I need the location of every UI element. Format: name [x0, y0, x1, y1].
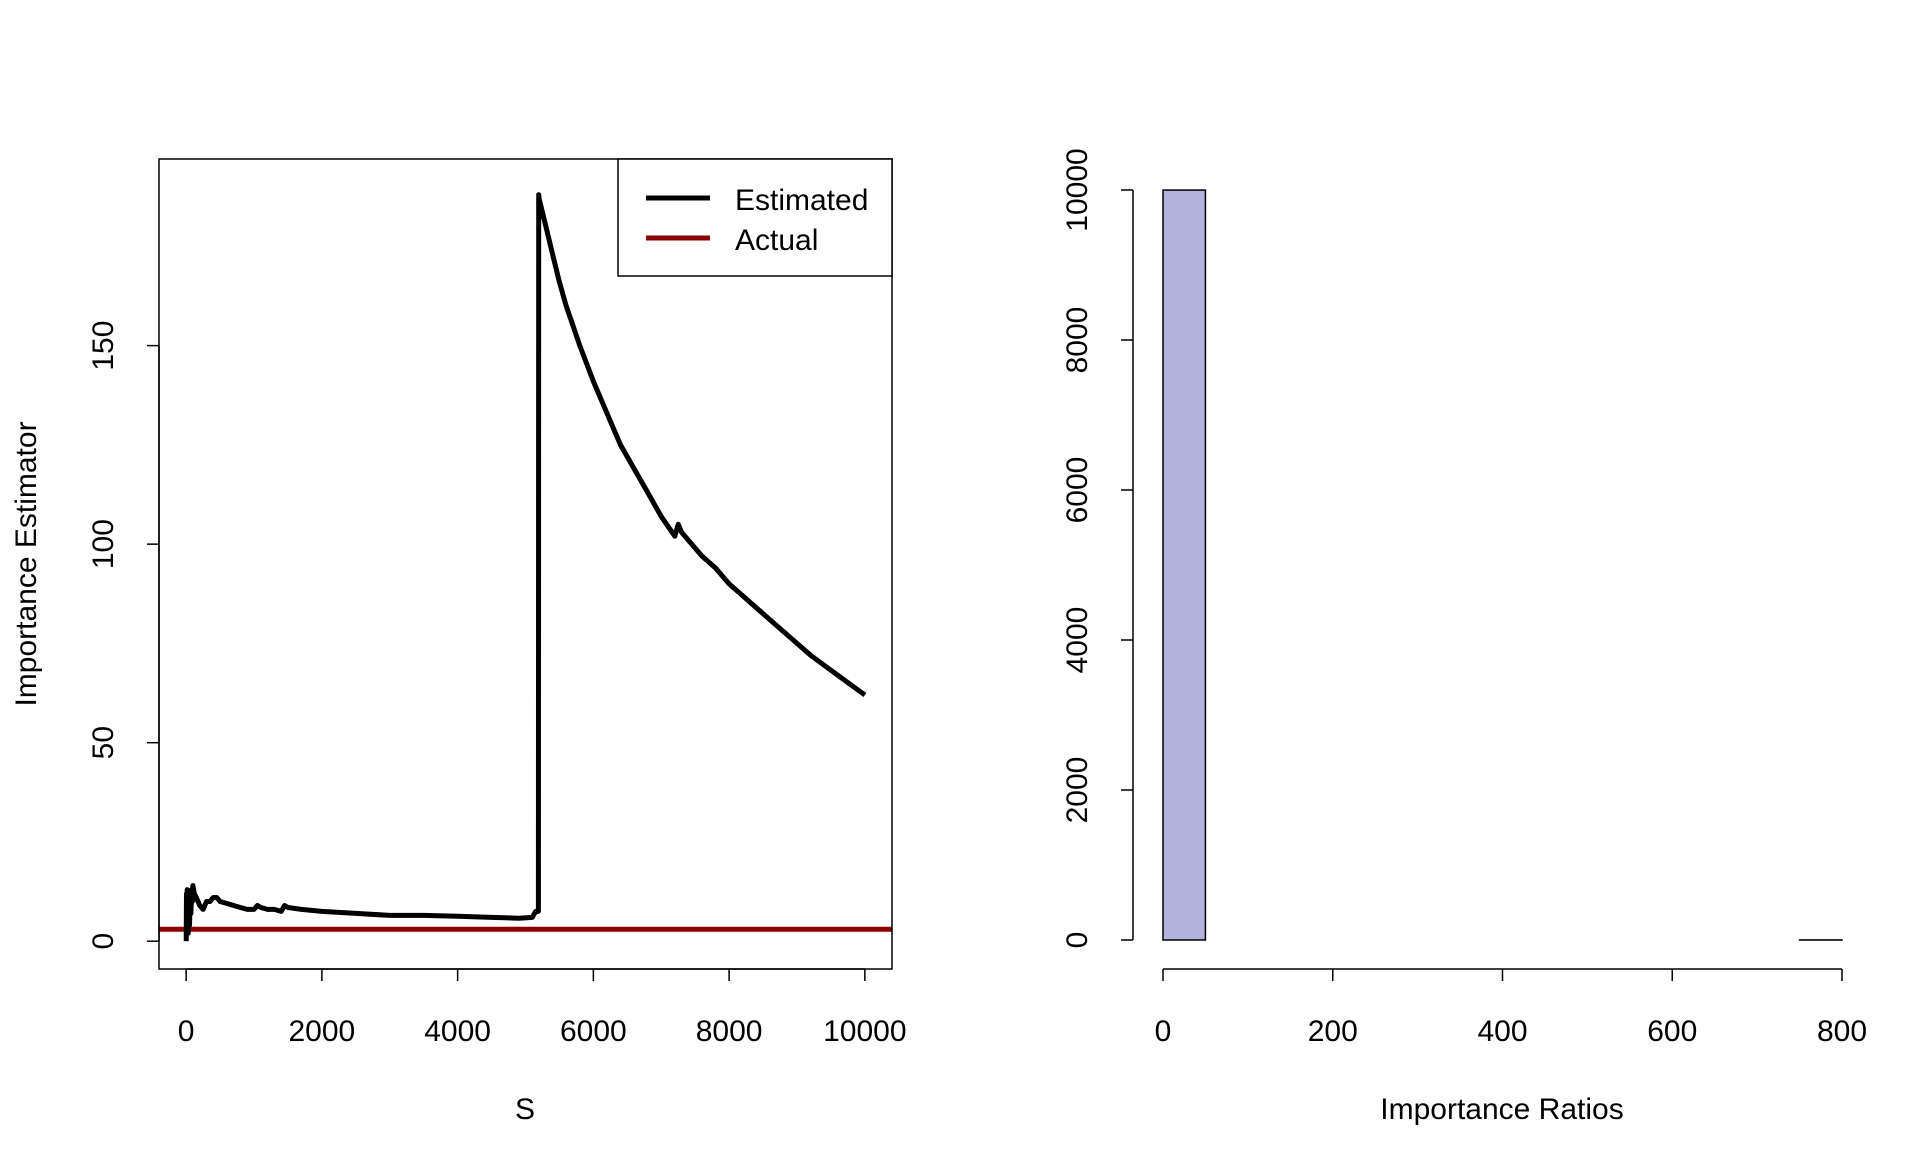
- legend-box: [617, 158, 893, 277]
- right-y-axis: 0 2000 4000 6000 8000 10000: [1061, 148, 1134, 949]
- right-x-axis: 0 200 400 600 800: [1155, 968, 1867, 1048]
- left-plot-frame: [158, 158, 893, 970]
- right-x-axis-title: Importance Ratios: [1380, 1093, 1623, 1126]
- left-y-tick-label: 0: [87, 933, 120, 950]
- right-x-tick-label: 800: [1817, 1015, 1867, 1048]
- histogram-bar: [1162, 189, 1207, 941]
- left-x-axis-title: S: [515, 1093, 535, 1126]
- left-y-tick-label: 50: [87, 726, 120, 759]
- left-x-tick-label: 2000: [289, 1015, 356, 1048]
- left-y-tick-label: 150: [87, 321, 120, 371]
- legend-label-actual: Actual: [735, 224, 818, 257]
- left-x-tick-label: 8000: [696, 1015, 763, 1048]
- left-x-tick-label: 0: [178, 1015, 195, 1048]
- right-x-tick-label: 200: [1308, 1015, 1358, 1048]
- left-x-tick-label: 6000: [560, 1015, 627, 1048]
- histogram-bars: [1162, 189, 1843, 941]
- left-y-axis: 0 50 100 150: [87, 321, 160, 950]
- right-y-tick-label: 8000: [1061, 307, 1094, 374]
- right-y-tick-label: 2000: [1061, 757, 1094, 824]
- right-x-tick-label: 0: [1155, 1015, 1172, 1048]
- legend-label-estimated: Estimated: [735, 184, 868, 217]
- right-y-tick-label: 6000: [1061, 457, 1094, 524]
- right-x-tick-label: 400: [1477, 1015, 1527, 1048]
- right-y-tick-label: 0: [1061, 932, 1094, 949]
- right-y-tick-label: 4000: [1061, 607, 1094, 674]
- right-y-tick-label: 10000: [1061, 148, 1094, 231]
- series-line-estimated: [183, 192, 867, 942]
- left-x-tick-label: 10000: [823, 1015, 906, 1048]
- left-y-tick-label: 100: [87, 519, 120, 569]
- legend: Estimated Actual: [617, 158, 893, 277]
- left-series-group: [159, 192, 892, 942]
- left-panel-line-chart: 0 2000 4000 6000 8000 10000 0 50 100 150 S Impor…: [10, 158, 907, 1126]
- right-panel-histogram: 0 200 400 600 800 0 2000 4000 6000 8000 10000 Imp…: [1061, 148, 1867, 1126]
- left-x-axis: 0 2000 4000 6000 8000 10000: [178, 968, 907, 1048]
- left-y-axis-title: Importance Estimator: [10, 421, 43, 706]
- right-x-tick-label: 600: [1647, 1015, 1697, 1048]
- left-x-tick-label: 4000: [424, 1015, 491, 1048]
